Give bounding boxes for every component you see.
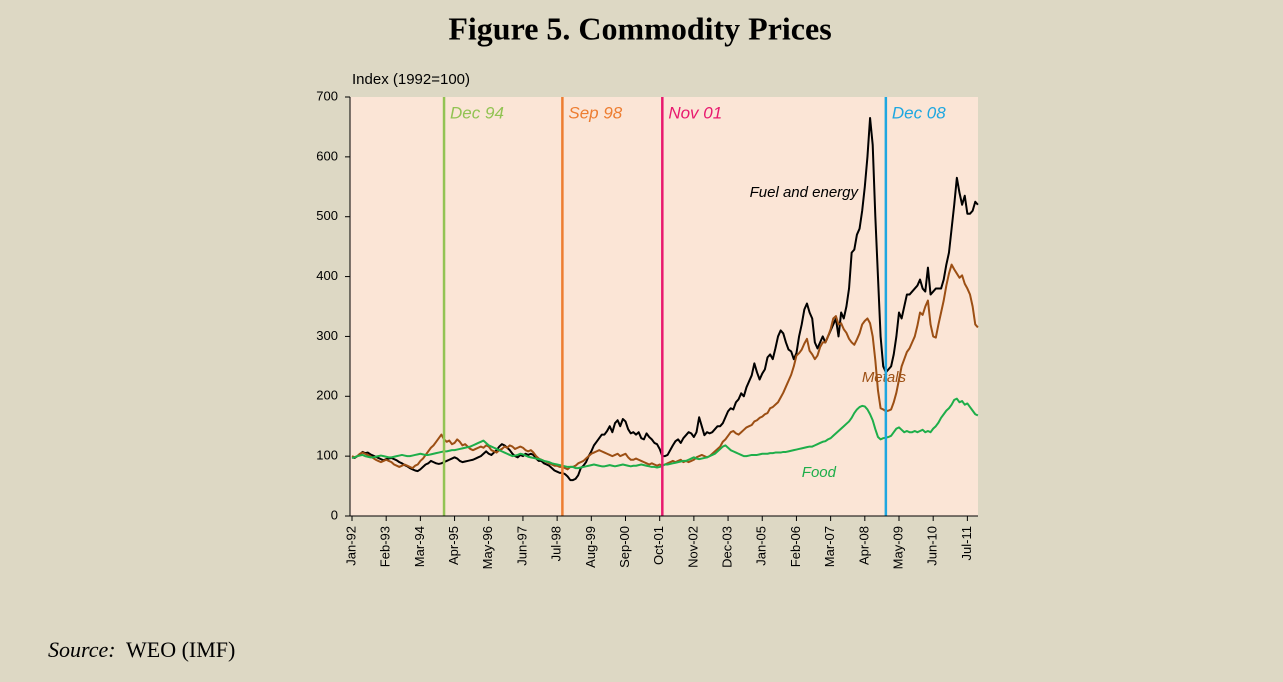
- y-tick-label: 700: [316, 88, 338, 103]
- x-tick-label: Oct-01: [651, 526, 666, 565]
- series-label: Food: [802, 464, 837, 481]
- y-tick-label: 100: [316, 448, 338, 463]
- source-text: WEO (IMF): [126, 637, 235, 662]
- x-tick-label: Jul-11: [959, 526, 974, 560]
- y-tick-label: 500: [316, 208, 338, 223]
- x-tick-label: Sep-00: [617, 526, 632, 568]
- series-label: Metals: [862, 369, 907, 386]
- x-tick-label: Jan-05: [754, 526, 769, 566]
- y-tick-label: 300: [316, 328, 338, 343]
- x-tick-label: Apr-08: [856, 526, 871, 565]
- y-tick-label: 400: [316, 268, 338, 283]
- x-tick-label: Feb-06: [788, 526, 803, 567]
- x-tick-label: Jan-92: [343, 526, 358, 566]
- x-tick-label: Mar-94: [412, 526, 427, 567]
- x-tick-label: May-09: [890, 526, 905, 569]
- event-label: Dec 08: [892, 103, 946, 122]
- x-tick-label: Dec-03: [720, 526, 735, 568]
- x-tick-label: Jun-10: [925, 526, 940, 566]
- y-tick-label: 600: [316, 148, 338, 163]
- series-line: [351, 397, 979, 470]
- x-tick-label: Aug-99: [583, 526, 598, 568]
- y-tick-label: 200: [316, 388, 338, 403]
- x-tick-label: Mar-07: [822, 526, 837, 567]
- y-axis-label: Index (1992=100): [352, 71, 470, 88]
- event-label: Dec 94: [450, 103, 504, 122]
- chart-title: Figure 5. Commodity Prices: [448, 10, 831, 46]
- x-tick-label: Feb-93: [378, 526, 393, 567]
- x-tick-label: Jul-98: [549, 526, 564, 561]
- series-label: Fuel and energy: [750, 184, 860, 201]
- series-line: [351, 116, 979, 482]
- event-label: Sep 98: [568, 103, 622, 122]
- x-tick-label: Nov-02: [685, 526, 700, 568]
- x-tick-label: Jun-97: [514, 526, 529, 566]
- source-label: Source:: [48, 637, 116, 662]
- x-tick-label: May-96: [480, 526, 495, 569]
- event-label: Nov 01: [668, 103, 722, 122]
- y-tick-label: 0: [331, 507, 338, 522]
- x-tick-label: Apr-95: [446, 526, 461, 565]
